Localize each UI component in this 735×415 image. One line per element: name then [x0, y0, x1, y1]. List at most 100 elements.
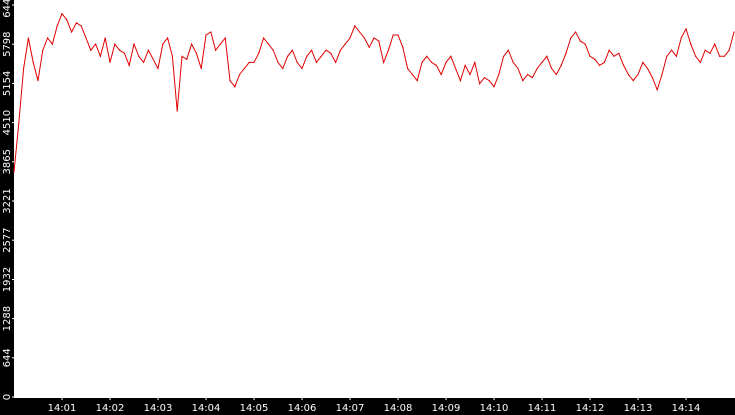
data-point: [335, 61, 337, 64]
data-point: [210, 31, 212, 33]
data-point: [282, 67, 284, 70]
data-point: [195, 52, 197, 54]
data-point: [603, 61, 606, 64]
data-point: [71, 31, 73, 33]
data-point: [579, 40, 582, 42]
data-point: [531, 77, 534, 79]
data-point: [575, 31, 577, 33]
data-point: [536, 67, 538, 70]
y-tick-label: 5798: [2, 31, 13, 56]
data-point: [263, 37, 265, 39]
data-point: [152, 58, 154, 60]
data-point: [301, 67, 303, 70]
data-point: [599, 64, 601, 66]
data-point: [368, 46, 370, 48]
data-point: [167, 37, 169, 39]
data-point: [627, 73, 630, 76]
data-point: [42, 49, 44, 51]
data-point: [728, 49, 730, 51]
data-point: [450, 55, 452, 57]
data-point: [157, 67, 159, 70]
data-point: [378, 40, 380, 42]
x-tick-label: 14:07: [336, 403, 365, 414]
data-point: [287, 55, 289, 57]
data-point: [647, 67, 649, 70]
y-tick-label: 5154: [2, 71, 13, 96]
data-point: [258, 52, 260, 54]
data-point: [637, 73, 639, 76]
data-point: [512, 61, 514, 64]
data-point: [176, 110, 178, 112]
data-point: [95, 43, 97, 45]
data-point: [354, 25, 356, 27]
data-point: [459, 80, 461, 82]
x-tick-label: 14:14: [672, 403, 701, 414]
y-tick-label: 644: [2, 348, 13, 367]
data-point: [80, 25, 82, 27]
x-tick-label: 14:05: [240, 403, 269, 414]
data-point: [392, 34, 394, 36]
data-point: [555, 73, 558, 76]
data-point: [56, 25, 58, 27]
data-point: [133, 43, 135, 45]
data-point: [445, 61, 447, 64]
data-point: [13, 171, 15, 173]
data-point: [114, 43, 116, 45]
data-point: [224, 37, 226, 39]
y-tick-label: 3865: [2, 149, 13, 174]
data-point: [397, 34, 399, 36]
data-point: [181, 55, 183, 57]
data-point: [594, 58, 596, 60]
data-point: [714, 43, 716, 45]
x-tick-label: 14:06: [288, 403, 317, 414]
data-point: [147, 49, 149, 51]
data-point: [291, 49, 293, 51]
data-point: [296, 61, 298, 64]
y-tick-label: 3221: [2, 188, 13, 213]
y-tick-label: 0: [2, 394, 13, 400]
data-point: [733, 31, 735, 33]
data-point: [330, 52, 332, 54]
data-point: [661, 73, 663, 76]
data-point: [215, 49, 217, 51]
data-point: [541, 61, 543, 64]
data-point: [723, 55, 726, 57]
data-point: [66, 19, 68, 21]
x-tick-label: 14:11: [528, 403, 557, 414]
data-point: [507, 49, 509, 51]
data-point: [666, 55, 668, 57]
data-point: [651, 77, 654, 79]
data-point: [623, 64, 625, 66]
data-point: [363, 37, 365, 39]
data-point: [219, 43, 221, 45]
data-point: [483, 77, 485, 79]
data-point: [123, 52, 125, 54]
data-point: [690, 43, 692, 45]
data-point: [435, 64, 437, 66]
data-point: [671, 49, 673, 51]
x-tick-label: 14:02: [96, 403, 125, 414]
y-tick-label: 6443: [2, 0, 13, 18]
data-point: [551, 67, 553, 70]
data-point: [608, 49, 610, 51]
data-point: [527, 73, 529, 76]
x-axis-ticks: 14:01 14:02 14:03 14:04 14:05 14:06 14:07 14:08…: [48, 398, 701, 414]
data-point: [589, 55, 591, 57]
data-point: [325, 49, 327, 51]
data-point: [469, 73, 471, 76]
data-point: [560, 64, 562, 66]
data-point: [570, 37, 572, 39]
data-point: [704, 49, 706, 51]
data-point: [426, 55, 428, 57]
data-point: [109, 61, 111, 64]
x-tick-label: 14:10: [480, 403, 509, 414]
x-tick-label: 14:13: [624, 403, 653, 414]
data-point: [407, 67, 409, 70]
y-tick-label: 2577: [2, 227, 13, 252]
data-point: [680, 37, 682, 39]
data-point: [339, 49, 341, 51]
data-point: [162, 43, 164, 45]
y-tick-label: 1288: [2, 306, 13, 331]
data-point: [613, 55, 615, 57]
data-point: [474, 61, 476, 64]
